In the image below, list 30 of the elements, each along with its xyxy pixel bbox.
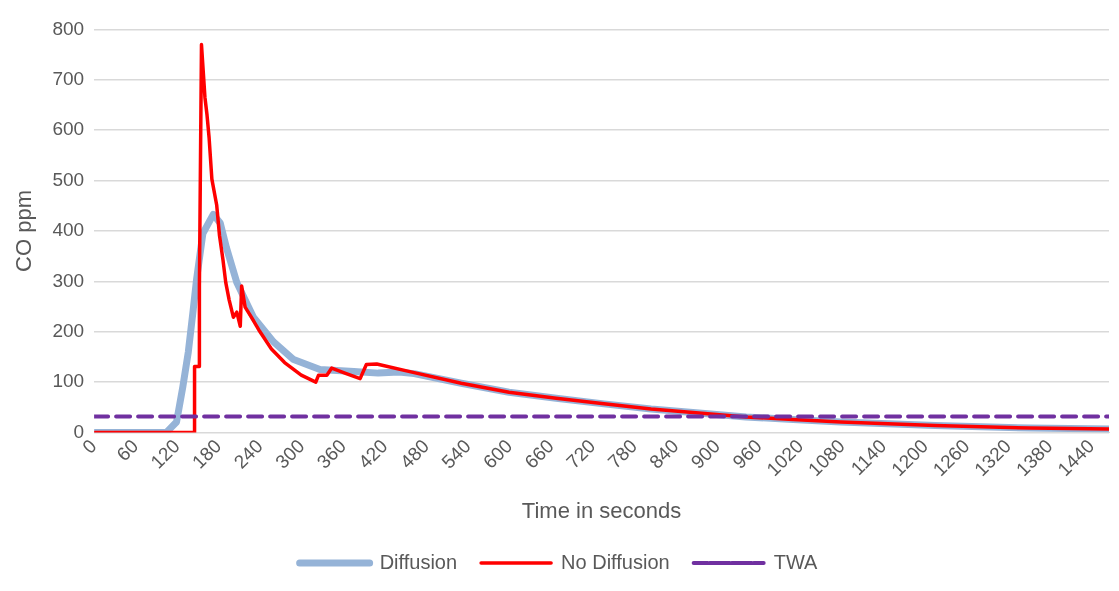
x-tick-label: 420 xyxy=(354,435,392,473)
y-tick-label: 400 xyxy=(52,219,85,241)
y-tick-label: 500 xyxy=(52,168,85,190)
x-tick-label: 600 xyxy=(479,435,517,473)
y-tick-label: 700 xyxy=(52,68,85,90)
x-tick-label: 840 xyxy=(645,435,683,473)
y-tick-label: 200 xyxy=(52,320,85,342)
x-tick-label: 540 xyxy=(437,435,475,473)
x-axis-title: Time in seconds xyxy=(521,497,682,523)
x-tick-label: 480 xyxy=(395,435,434,473)
x-tick-label: 960 xyxy=(728,435,766,473)
y-tick-label: 100 xyxy=(52,370,85,392)
y-tick-label: 600 xyxy=(52,118,85,140)
x-tick-label: 300 xyxy=(271,435,309,473)
legend-label: TWA xyxy=(773,550,819,573)
y-tick-label: 800 xyxy=(52,17,85,39)
x-tick-label: 180 xyxy=(188,435,226,473)
y-tick-label: 0 xyxy=(73,420,85,442)
x-tick-label: 780 xyxy=(603,435,641,473)
x-tick-label: 720 xyxy=(562,435,600,473)
x-tick-label: 660 xyxy=(520,435,558,473)
x-tick-label: 60 xyxy=(112,435,143,466)
y-axis-title: CO ppm xyxy=(11,190,37,272)
legend-label: Diffusion xyxy=(379,550,458,573)
x-tick-label: 900 xyxy=(686,435,725,473)
legend-label: No Diffusion xyxy=(561,550,670,573)
x-tick-label: 360 xyxy=(312,435,351,473)
y-tick-label: 300 xyxy=(52,269,85,291)
x-tick-label: 240 xyxy=(229,435,267,473)
x-tick-label: 120 xyxy=(146,435,184,473)
